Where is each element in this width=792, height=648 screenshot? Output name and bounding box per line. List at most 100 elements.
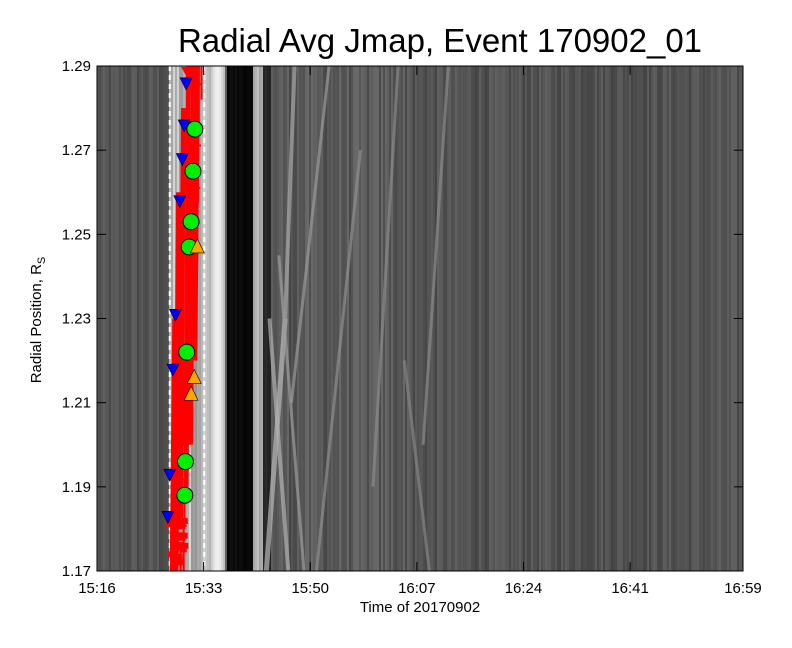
jmap-column [287, 66, 290, 571]
y-tick-label: 1.21 [62, 395, 91, 412]
jmap-column [515, 66, 518, 571]
jmap-column [235, 66, 238, 571]
jmap-column [731, 66, 734, 571]
jmap-column [449, 66, 452, 571]
jmap-column [257, 66, 260, 571]
jmap-column [601, 66, 604, 571]
jmap-column [339, 66, 342, 571]
up-triangle-marker [183, 385, 199, 401]
jmap-column [107, 66, 110, 571]
jmap-column [669, 66, 672, 571]
dashed-lines [168, 66, 206, 571]
jmap-column [685, 66, 688, 571]
measurement-mark [170, 550, 177, 557]
jmap-column [517, 66, 520, 571]
jmap-column [727, 66, 730, 571]
jmap-column [469, 66, 472, 571]
jmap-column [513, 66, 516, 571]
jmap-column [561, 66, 564, 571]
jmap-column [141, 66, 144, 571]
jmap-column [213, 66, 216, 571]
jmap-column [477, 66, 480, 571]
jmap-column [725, 66, 728, 571]
jmap-column [647, 66, 650, 571]
jmap-column [403, 66, 406, 571]
jmap-column [663, 66, 666, 571]
jmap-column [273, 66, 276, 571]
jmap-column [393, 66, 396, 571]
x-axis-label: Time of 20170902 [360, 599, 480, 616]
jmap-column [259, 66, 262, 571]
jmap-column [245, 66, 248, 571]
jmap-column [551, 66, 554, 571]
jmap-column [233, 66, 236, 571]
jmap-column [353, 66, 356, 571]
jmap-column [453, 66, 456, 571]
jmap-column [313, 66, 316, 571]
jmap-column [519, 66, 522, 571]
jmap-column [637, 66, 640, 571]
y-tick-label: 1.17 [62, 563, 91, 580]
jmap-column [531, 66, 534, 571]
jmap-column [675, 66, 678, 571]
jmap-column [291, 66, 294, 571]
jmap-column [673, 66, 676, 571]
jmap-streak [277, 255, 306, 571]
jmap-column [563, 66, 566, 571]
jmap-streak [421, 66, 450, 445]
jmap-column [645, 66, 648, 571]
jmap-column [505, 66, 508, 571]
y-tick-label: 1.25 [62, 226, 91, 243]
jmap-column [455, 66, 458, 571]
jmap-column [387, 66, 390, 571]
jmap-column [131, 66, 134, 571]
jmap-column [369, 66, 372, 571]
jmap-column [111, 66, 114, 571]
circle-marker [176, 486, 194, 504]
jmap-column [297, 66, 300, 571]
jmap-column [441, 66, 444, 571]
jmap-column [683, 66, 686, 571]
jmap-column [205, 66, 208, 571]
jmap-image [97, 66, 743, 571]
jmap-column [207, 66, 210, 571]
jmap-column [497, 66, 500, 571]
jmap-column [279, 66, 282, 571]
jmap-column [525, 66, 528, 571]
jmap-streak [402, 360, 431, 571]
jmap-column [619, 66, 622, 571]
jmap-column [155, 66, 158, 571]
jmap-column [231, 66, 234, 571]
jmap-column [475, 66, 478, 571]
jmap-column [703, 66, 706, 571]
jmap-column [649, 66, 652, 571]
jmap-column [249, 66, 252, 571]
jmap-column [689, 66, 692, 571]
down-triangle-marker [179, 77, 193, 91]
jmap-column [215, 66, 218, 571]
jmap-column [347, 66, 350, 571]
jmap-column [105, 66, 108, 571]
up-triangle-marker [189, 238, 205, 254]
circle-marker [186, 120, 204, 138]
jmap-column [541, 66, 544, 571]
jmap-column [251, 66, 254, 571]
jmap-column [535, 66, 538, 571]
axis-ticks: 15:16 15:33 15:50 16:07 16:24 16:41 16:59 1.17 1… [62, 58, 762, 597]
down-triangle-marker [163, 468, 177, 482]
jmap-column [325, 66, 328, 571]
jmap-column [423, 66, 426, 571]
jmap-column [405, 66, 408, 571]
jmap-column [229, 66, 232, 571]
jmap-column [687, 66, 690, 571]
jmap-column [119, 66, 122, 571]
jmap-column [435, 66, 438, 571]
jmap-column [709, 66, 712, 571]
jmap-column [443, 66, 446, 571]
jmap-column [407, 66, 410, 571]
jmap-column [153, 66, 156, 571]
jmap-column [461, 66, 464, 571]
jmap-column [143, 66, 146, 571]
jmap-column [467, 66, 470, 571]
